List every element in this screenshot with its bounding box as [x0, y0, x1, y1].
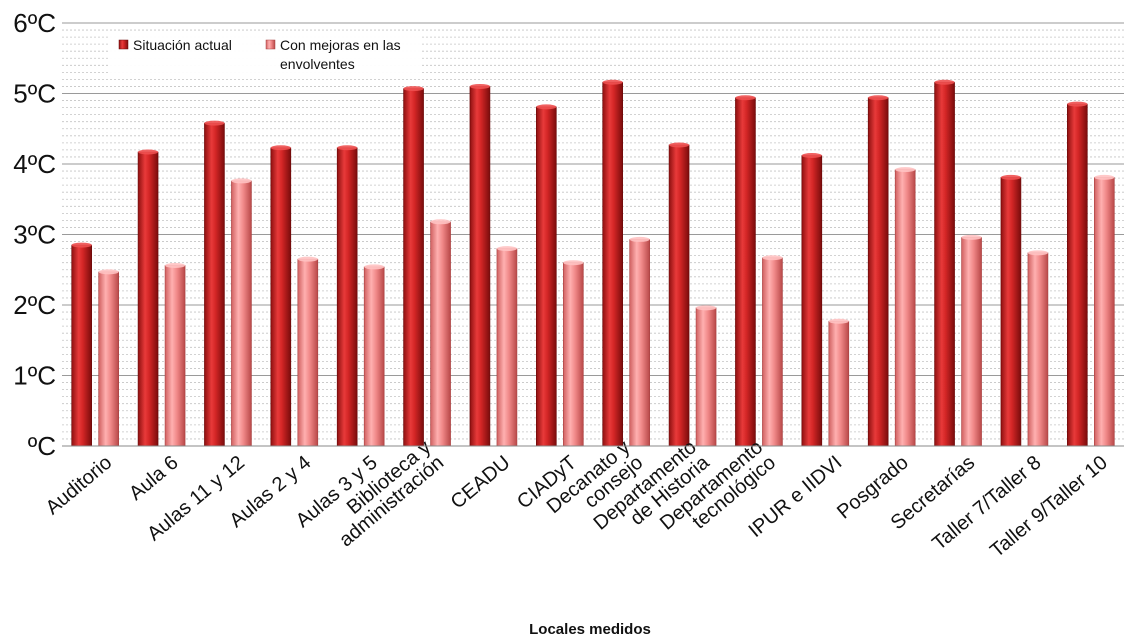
- bar-cap: [270, 145, 291, 151]
- bar-situacion-actual: [735, 97, 756, 447]
- bar-cap: [231, 178, 252, 184]
- bar-cap: [337, 145, 358, 151]
- legend: Situación actual Con mejoras en las envolv…: [110, 33, 420, 75]
- bar-situacion-actual: [867, 97, 889, 447]
- bar-cap: [138, 149, 159, 155]
- y-tick-label: 2ºC: [13, 290, 56, 320]
- bar-con-mejoras: [231, 180, 252, 447]
- bar-con-mejoras: [563, 262, 584, 447]
- bar-cap: [1000, 174, 1021, 180]
- y-tick-label: 5ºC: [13, 79, 56, 109]
- bar-cap: [895, 167, 916, 173]
- bar-cap: [868, 95, 889, 101]
- bar-situacion-actual: [71, 244, 92, 447]
- bar-situacion-actual: [137, 151, 159, 447]
- x-tick-label: Aula 6: [125, 452, 183, 505]
- y-tick-label: ºC: [28, 431, 56, 461]
- legend-swatch: [265, 39, 276, 50]
- bar-con-mejoras: [1094, 177, 1115, 447]
- bar-cap: [1067, 101, 1088, 107]
- bar-cap: [165, 263, 186, 269]
- y-tick-label: 1ºC: [13, 361, 56, 391]
- bar-con-mejoras: [629, 239, 650, 447]
- x-axis-label: Locales medidos: [529, 621, 651, 638]
- bar-situacion-actual: [934, 81, 955, 447]
- x-tick-label: CEADU: [447, 452, 515, 514]
- x-tick-label: Auditorio: [42, 452, 117, 520]
- bar-con-mejoras: [1027, 252, 1049, 447]
- bar-cap: [961, 234, 982, 240]
- bar-situacion-actual: [1067, 103, 1088, 447]
- y-tick-label: 3ºC: [13, 220, 56, 250]
- bar-situacion-actual: [602, 81, 623, 447]
- bar-cap: [71, 242, 92, 248]
- bar-cap: [934, 79, 955, 85]
- bar-cap: [762, 255, 783, 261]
- x-tick-label: Taller 9/Taller 10: [986, 452, 1112, 562]
- bar-con-mejoras: [430, 221, 451, 447]
- bar-con-mejoras: [828, 320, 850, 447]
- bar-situacion-actual: [668, 144, 690, 447]
- legend-background: [110, 33, 420, 75]
- y-axis-ticks: ºC 1ºC 2ºC 3ºC 4ºC 5ºC 6ºC: [13, 8, 56, 461]
- bar-cap: [98, 269, 119, 275]
- bar-cap: [828, 318, 849, 324]
- bar-situacion-actual: [270, 147, 292, 447]
- bar-cap: [669, 142, 690, 148]
- bar-con-mejoras: [961, 237, 982, 447]
- bar-cap: [735, 95, 756, 101]
- legend-swatch: [118, 39, 129, 50]
- bar-con-mejoras: [496, 248, 518, 447]
- bar-cap: [563, 260, 584, 266]
- bar-cap: [1094, 174, 1115, 180]
- bar-con-mejoras: [363, 266, 385, 447]
- bar-cap: [204, 120, 225, 126]
- y-tick-label: 6ºC: [13, 8, 56, 38]
- legend-label: Con mejoras en las envolventes: [280, 37, 401, 72]
- bar-cap: [297, 256, 318, 262]
- legend-label: Situación actual: [133, 37, 232, 53]
- bar-cap: [602, 79, 623, 85]
- bar-situacion-actual: [1000, 177, 1022, 447]
- bar-cap: [430, 219, 451, 225]
- bars-group: [71, 79, 1115, 447]
- bar-con-mejoras: [297, 258, 319, 447]
- bar-con-mejoras: [894, 169, 916, 447]
- bar-cap: [469, 83, 490, 89]
- bar-cap: [696, 305, 717, 311]
- bar-con-mejoras: [695, 307, 717, 447]
- y-tick-label: 4ºC: [13, 149, 56, 179]
- bar-situacion-actual: [204, 122, 225, 447]
- bar-cap: [496, 246, 517, 252]
- bar-situacion-actual: [536, 106, 557, 447]
- bar-situacion-actual: [469, 86, 491, 447]
- bar-con-mejoras: [98, 271, 119, 447]
- bar-cap: [629, 236, 650, 242]
- bar-con-mejoras: [762, 257, 783, 447]
- bar-con-mejoras: [164, 265, 186, 447]
- bar-situacion-actual: [801, 155, 823, 447]
- bar-situacion-actual: [403, 88, 424, 447]
- bar-cap: [364, 264, 385, 270]
- bar-cap: [536, 104, 557, 110]
- bar-cap: [801, 153, 822, 159]
- bar-cap: [1027, 250, 1048, 256]
- bar-situacion-actual: [336, 147, 358, 447]
- bar-cap: [403, 86, 424, 92]
